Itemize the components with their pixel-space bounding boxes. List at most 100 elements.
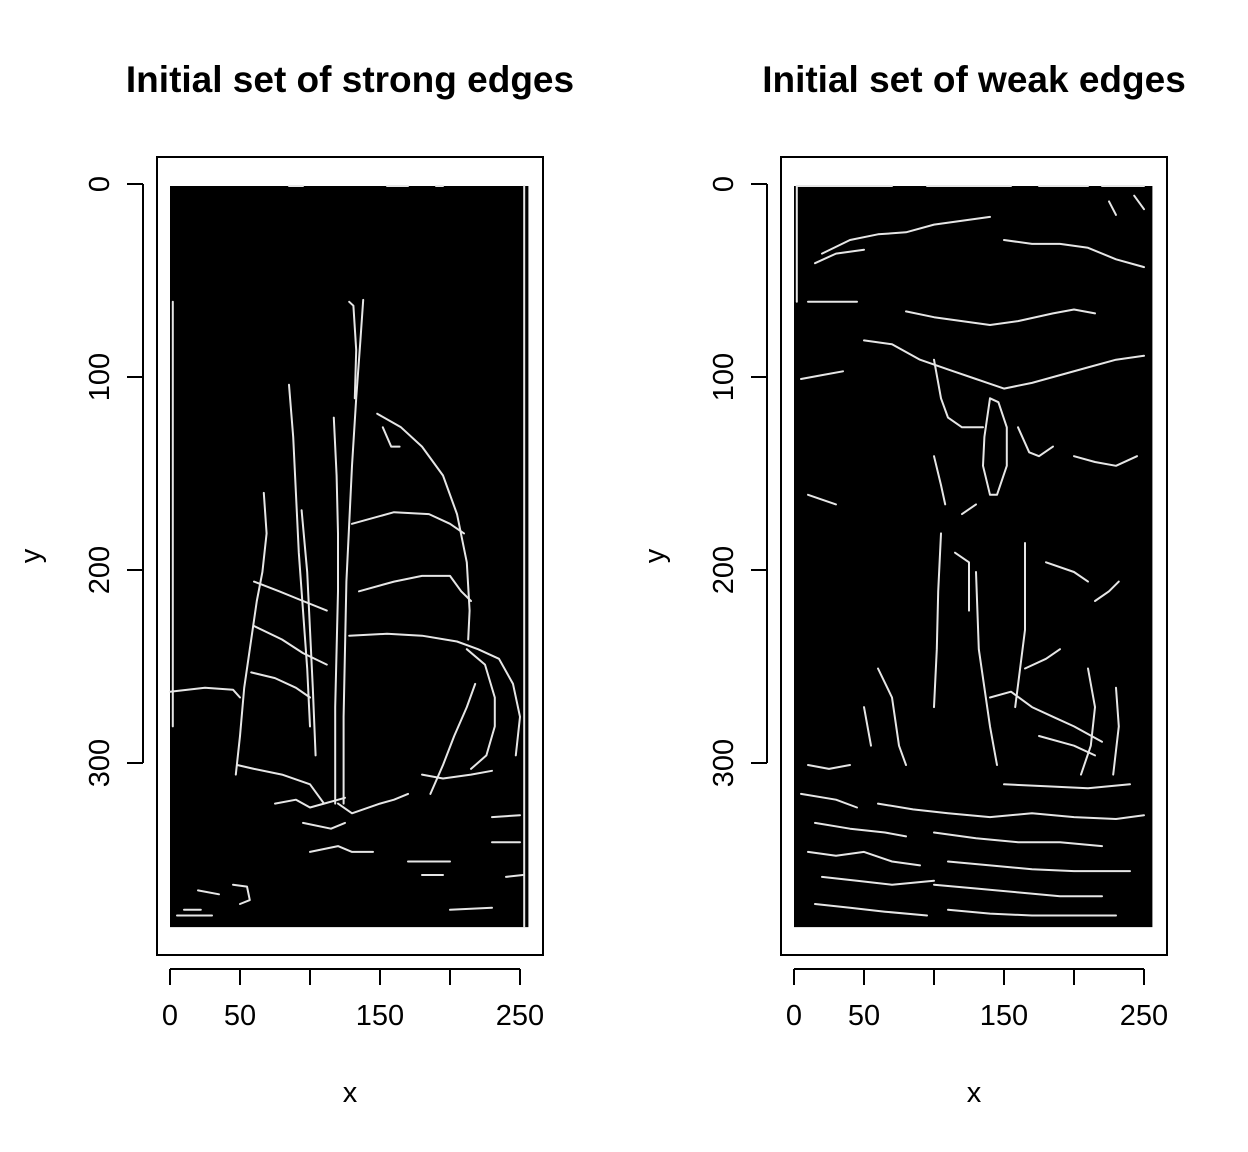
edge-segment: [1073, 455, 1138, 467]
x-tick-label: 150: [356, 1000, 404, 1032]
edge-layer: [795, 185, 1145, 917]
x-axis-label: x: [343, 1077, 358, 1109]
edge-segment: [807, 850, 921, 867]
image-background: [170, 186, 529, 928]
y-axis: 0 100 200 300: [708, 176, 768, 787]
edge-segment: [1133, 194, 1145, 211]
edge-segment: [1112, 686, 1120, 776]
edge-segment: [1045, 561, 1089, 583]
edge-segment: [863, 339, 1145, 390]
edge-segment: [1017, 426, 1054, 458]
edge-segment: [465, 648, 496, 770]
edge-segment: [491, 814, 521, 819]
edge-segment: [807, 764, 851, 770]
x-axis-label: x: [967, 1077, 982, 1109]
edge-segment: [807, 493, 837, 506]
y-axis: 0 100 200 300: [84, 176, 144, 787]
edge-segment: [300, 509, 317, 757]
edge-segment: [877, 802, 1145, 820]
y-axis-label: y: [15, 548, 47, 563]
x-axis: 0 50 150 250: [786, 968, 1168, 1032]
edge-segment: [342, 298, 365, 805]
edge-segment: [947, 860, 1131, 873]
edge-segment: [814, 821, 907, 838]
edge-segment: [877, 667, 907, 766]
y-tick-label: 200: [708, 546, 740, 594]
edge-segment: [309, 845, 374, 853]
edge-segment: [1003, 783, 1131, 790]
edge-segment: [1108, 200, 1117, 216]
edge-segment: [376, 412, 471, 641]
edge-layer: [169, 185, 526, 929]
edge-segment: [982, 397, 1008, 496]
edge-segment: [933, 831, 1103, 848]
edge-segment: [236, 764, 325, 805]
edge-segment: [288, 383, 311, 728]
edge-segment: [954, 551, 970, 612]
edge-segment: [933, 532, 942, 709]
y-axis-label: y: [639, 548, 671, 563]
panel-weak-edges: Initial set of weak edges 0 50 150 250 0 100…: [639, 59, 1186, 1109]
edge-segment: [933, 455, 947, 506]
edge-segment: [429, 682, 477, 795]
edge-segment: [234, 491, 268, 776]
edge-segment: [800, 792, 858, 809]
x-tick-label: 250: [1120, 1000, 1168, 1032]
edge-segment: [989, 690, 1103, 743]
x-tick-label: 0: [162, 1000, 178, 1032]
plot-frame: [780, 156, 1168, 956]
y-tick-label: 100: [84, 353, 116, 401]
x-tick-label: 0: [786, 1000, 802, 1032]
edge-segment: [800, 370, 844, 380]
edge-segment: [821, 875, 935, 886]
edge-segment: [169, 686, 241, 699]
edge-segment: [358, 574, 472, 602]
edge-segment: [449, 906, 493, 911]
edge-segment: [933, 883, 1103, 898]
edge-segment: [302, 821, 346, 830]
edge-segment: [1094, 580, 1120, 602]
y-tick-label: 100: [708, 353, 740, 401]
edge-segment: [351, 511, 465, 535]
edge-segment: [1080, 667, 1096, 776]
x-axis: 0 50 150 250: [162, 968, 544, 1032]
edge-segment: [274, 796, 346, 809]
edge-segment: [348, 300, 358, 400]
edge-segment: [421, 769, 493, 780]
edge-segment: [814, 248, 865, 265]
y-tick-label: 300: [84, 739, 116, 787]
edge-segment: [1024, 648, 1061, 670]
edge-segment: [381, 426, 401, 448]
y-tick-label: 0: [84, 176, 116, 192]
edge-segment: [332, 416, 339, 805]
x-tick-label: 150: [980, 1000, 1028, 1032]
edge-segment: [253, 580, 328, 612]
x-tick-label: 250: [496, 1000, 544, 1032]
y-tick-label: 0: [708, 176, 740, 192]
panel-strong-edges: Initial set of strong edges 0 50 150 250 0 1…: [15, 59, 574, 1109]
chart-title: Initial set of weak edges: [762, 59, 1186, 100]
chart-title: Initial set of strong edges: [126, 59, 574, 100]
edge-segment: [505, 874, 524, 878]
edge-segment: [1014, 542, 1026, 709]
y-tick-label: 200: [84, 546, 116, 594]
edge-segment: [947, 908, 1117, 917]
x-tick-label: 50: [224, 1000, 256, 1032]
edge-segment: [1003, 239, 1145, 269]
edge-segment: [337, 792, 409, 815]
edge-segment: [863, 706, 872, 747]
edge-segment: [905, 308, 1096, 326]
image-background: [794, 186, 1153, 928]
edge-segment: [933, 358, 984, 429]
edge-segment: [814, 903, 928, 917]
edge-segment: [975, 571, 998, 766]
x-tick-label: 50: [848, 1000, 880, 1032]
edge-segment: [961, 503, 977, 516]
edge-segment: [348, 632, 521, 757]
plot-frame: [156, 156, 544, 956]
edge-segment: [197, 889, 220, 896]
edge-segment: [253, 625, 328, 666]
edge-segment: [232, 883, 251, 905]
edge-segment: [821, 215, 991, 255]
